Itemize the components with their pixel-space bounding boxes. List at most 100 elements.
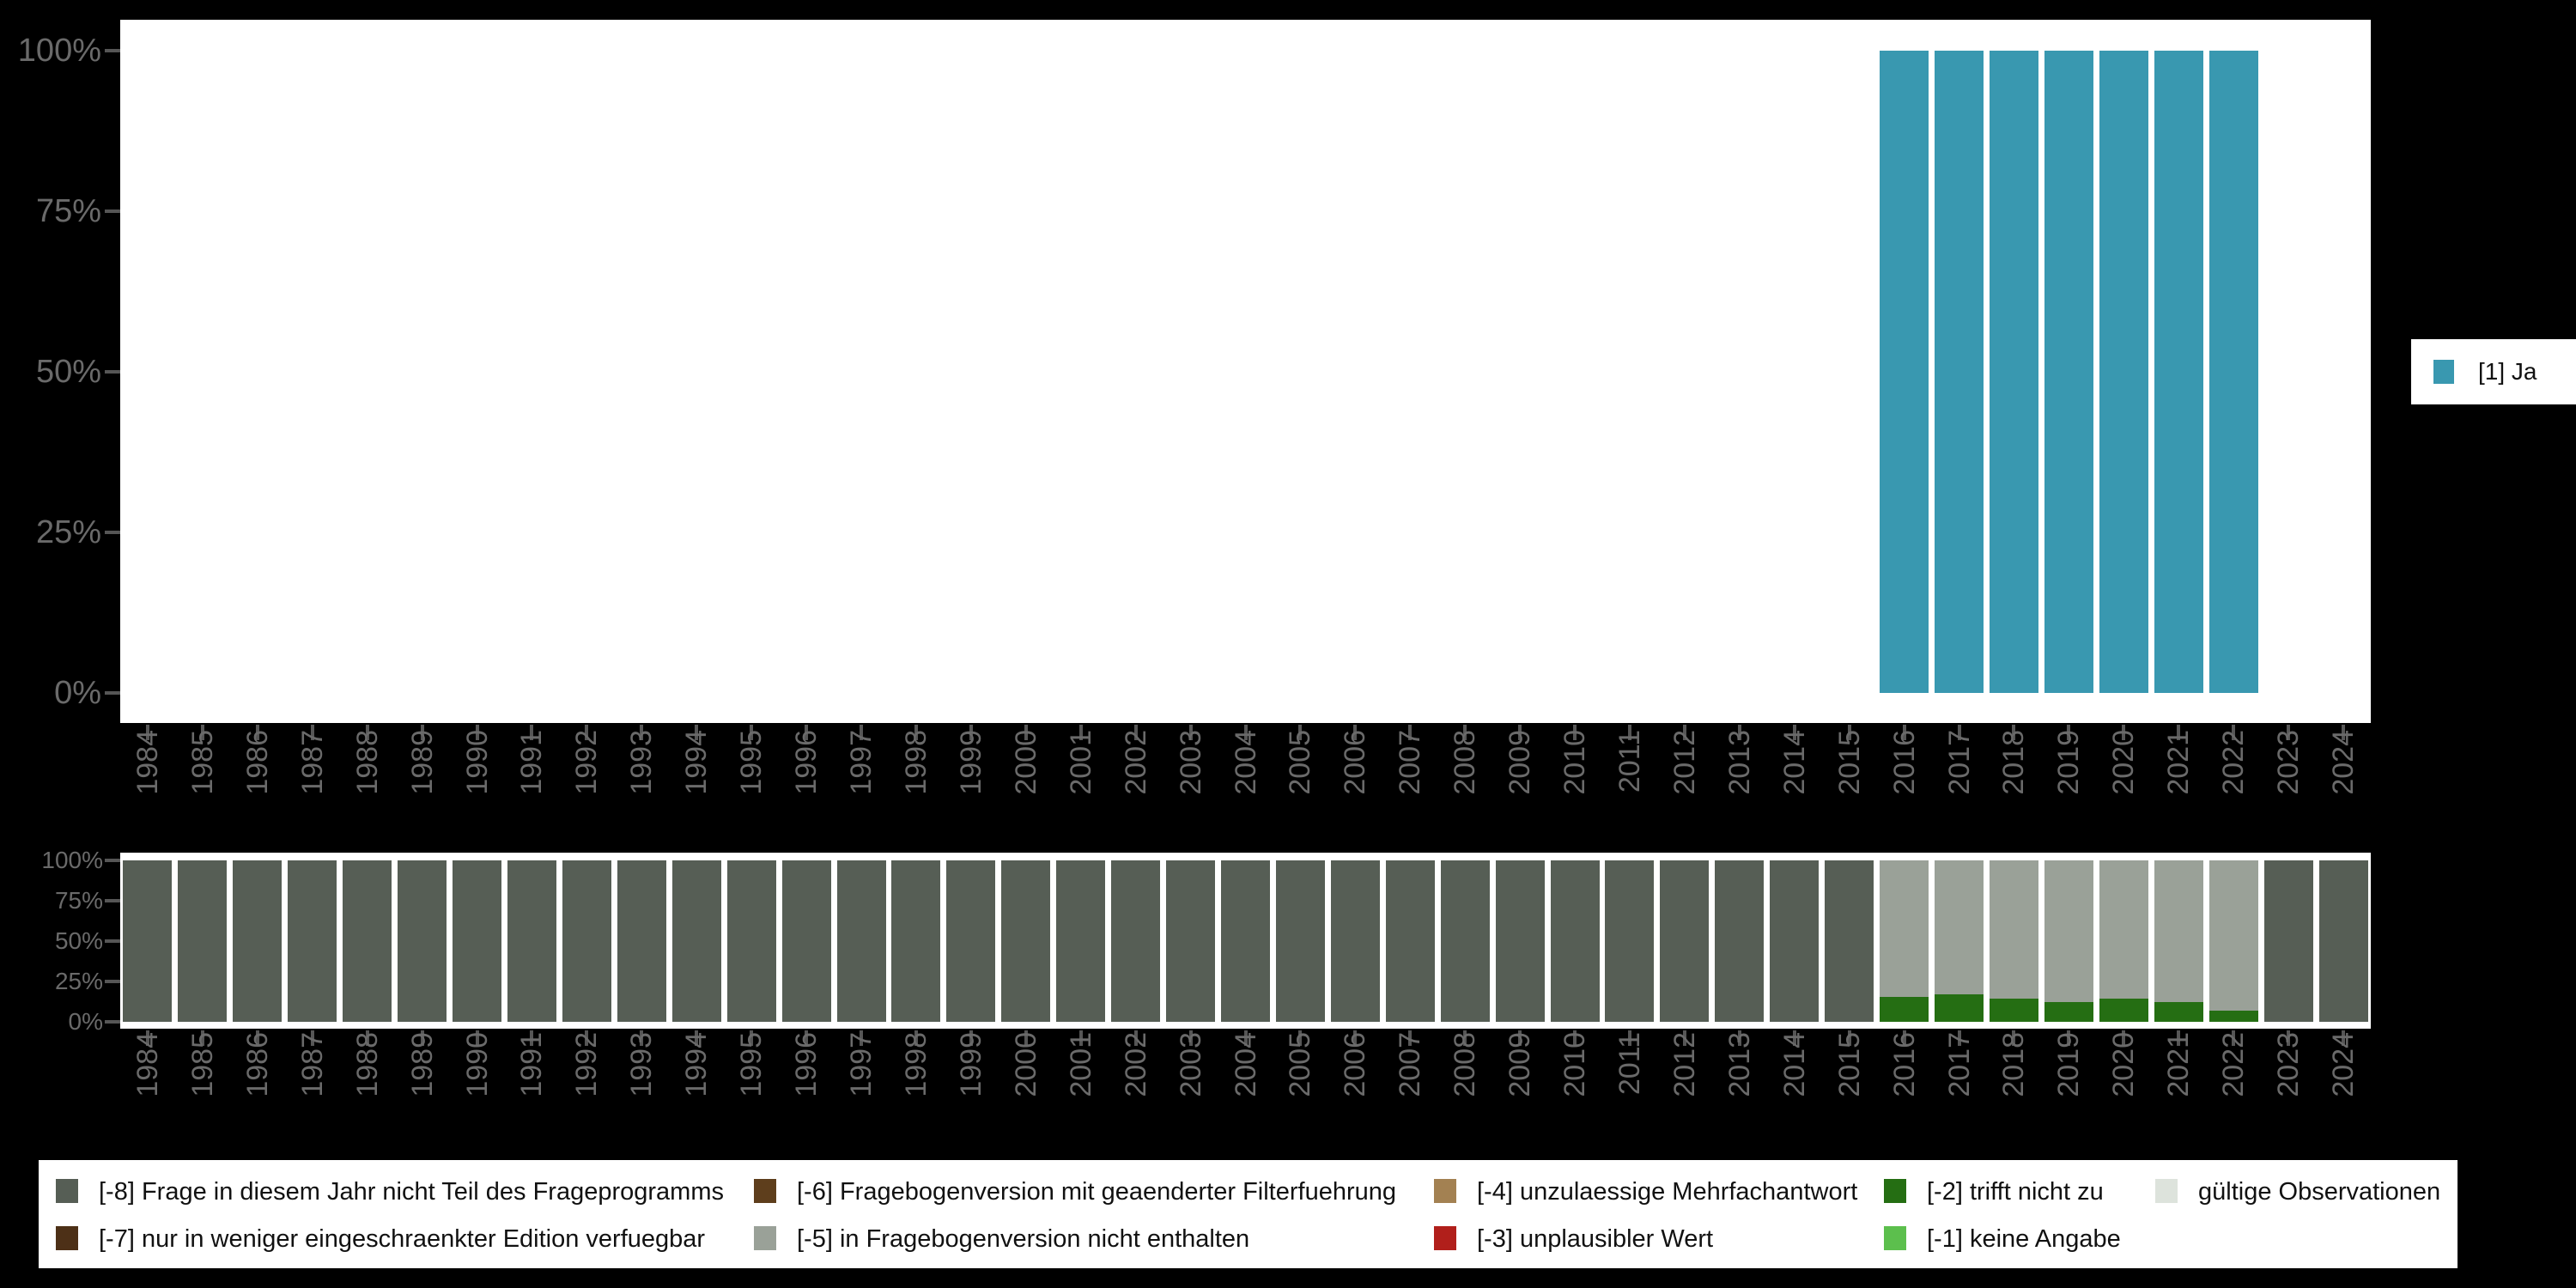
bar-segment-2024 <box>2318 860 2368 1022</box>
x-tick <box>805 1030 809 1046</box>
y-tick <box>105 531 120 534</box>
x-tick <box>1133 725 1138 740</box>
year-axis-label: 1998 <box>899 730 933 795</box>
bar-segment-2023 <box>2263 860 2313 1022</box>
year-axis-label: 2021 <box>2162 1032 2196 1097</box>
legend-item: [-6] Fragebogenversion mit geaenderter F… <box>754 1179 1396 1205</box>
year-axis-label: 2004 <box>1229 730 1262 795</box>
legend-swatch <box>56 1226 78 1250</box>
y-axis-label: 75% <box>35 193 101 229</box>
x-tick <box>1243 725 1248 740</box>
bar-segment-1984 <box>123 860 173 1022</box>
x-tick <box>1133 1030 1138 1046</box>
year-axis-label: 2013 <box>1722 1032 1756 1097</box>
bar-segment-1991 <box>507 860 556 1022</box>
year-axis-label: 2014 <box>1777 1032 1811 1097</box>
bar-segment-2008 <box>1440 860 1490 1022</box>
year-axis-label: 2007 <box>1394 730 1427 795</box>
year-axis-label: 1999 <box>954 730 987 795</box>
legend-swatch <box>754 1179 776 1203</box>
year-axis-label: 2006 <box>1339 730 1372 795</box>
x-tick <box>1627 1030 1631 1046</box>
x-tick <box>145 1030 149 1046</box>
legend-swatch <box>2155 1179 2178 1203</box>
valid-answers-legend: [1] Ja <box>2411 339 2576 404</box>
x-tick <box>2232 725 2236 740</box>
year-axis-label: 2023 <box>2272 1032 2306 1097</box>
legend-item-label: [-7] nur in weniger eingeschraenkter Edi… <box>99 1225 706 1253</box>
legend-item-label: [-1] keine Angabe <box>1927 1225 2121 1253</box>
bar-segment-2013 <box>1715 860 1765 1022</box>
x-tick <box>1298 725 1303 740</box>
x-tick <box>750 725 754 740</box>
x-tick <box>1188 725 1193 740</box>
x-tick <box>365 1030 369 1046</box>
missings-legend: [-8] Frage in diesem Jahr nicht Teil des… <box>39 1160 2458 1268</box>
year-axis-label: 2022 <box>2217 1032 2251 1097</box>
x-tick <box>969 725 973 740</box>
x-tick <box>2342 1030 2346 1046</box>
x-tick <box>2012 1030 2016 1046</box>
year-axis-label: 1999 <box>954 1032 987 1097</box>
x-tick <box>1682 1030 1686 1046</box>
legend-item: [-3] unplausibler Wert <box>1434 1226 1713 1252</box>
legend-swatch <box>754 1226 776 1250</box>
y-axis-label: 50% <box>54 927 103 954</box>
x-tick <box>2067 725 2071 740</box>
bar-segment-2011 <box>1605 860 1655 1022</box>
year-axis-label: 1985 <box>185 1032 219 1097</box>
bar-segment-1998 <box>891 860 941 1022</box>
x-tick <box>1463 1030 1467 1046</box>
x-tick <box>475 725 479 740</box>
x-tick <box>1902 725 1906 740</box>
year-axis-label: 1997 <box>845 1032 878 1097</box>
y-tick <box>105 980 120 983</box>
year-axis-label: 1988 <box>350 730 384 795</box>
year-axis-label: 2011 <box>1613 730 1646 793</box>
year-axis-label: 2021 <box>2162 730 2196 795</box>
bar-segment-1999 <box>946 860 996 1022</box>
year-axis-label: 1994 <box>680 1032 714 1097</box>
bar-segment-1989 <box>398 860 447 1022</box>
bar-segment-2019 <box>2044 51 2093 693</box>
year-axis-label: 1984 <box>131 730 164 795</box>
year-axis-label: 2001 <box>1064 730 1097 795</box>
x-tick <box>1627 725 1631 740</box>
x-tick <box>860 1030 863 1046</box>
bar-segment-2007 <box>1385 860 1435 1022</box>
x-tick <box>310 1030 314 1046</box>
x-tick <box>1078 1030 1083 1046</box>
year-axis-label: 2003 <box>1174 730 1207 795</box>
y-tick <box>105 49 120 52</box>
year-axis-label: 2010 <box>1558 1032 1592 1097</box>
y-axis-label: 100% <box>17 33 101 69</box>
bar-segment-1996 <box>781 860 831 1022</box>
x-tick <box>365 725 369 740</box>
bar-segment-2016 <box>1880 996 1929 1022</box>
year-axis-label: 1996 <box>790 1032 823 1097</box>
x-tick <box>530 1030 534 1046</box>
year-axis-label: 2012 <box>1668 1032 1701 1097</box>
y-tick <box>105 939 120 943</box>
x-tick <box>695 1030 699 1046</box>
year-axis-label: 2020 <box>2107 730 2141 795</box>
legend-item: [-7] nur in weniger eingeschraenkter Edi… <box>56 1226 705 1252</box>
x-tick <box>1957 725 1961 740</box>
bar-segment-2017 <box>1935 994 1984 1022</box>
bar-segment-2014 <box>1770 860 1820 1022</box>
year-axis-label: 1987 <box>295 730 329 795</box>
x-tick <box>2067 1030 2071 1046</box>
year-axis-label: 1990 <box>460 1032 494 1097</box>
bar-segment-2022 <box>2208 51 2258 693</box>
x-tick <box>640 725 644 740</box>
bar-segment-2021 <box>2154 51 2203 693</box>
x-tick <box>1353 1030 1358 1046</box>
year-axis-label: 1993 <box>625 730 659 795</box>
y-tick <box>105 859 120 862</box>
x-tick <box>1847 1030 1851 1046</box>
x-tick <box>255 725 259 740</box>
year-axis-label: 2023 <box>2272 730 2306 795</box>
bar-segment-2009 <box>1495 860 1545 1022</box>
year-axis-label: 1984 <box>131 1032 164 1097</box>
year-axis-label: 1988 <box>350 1032 384 1097</box>
